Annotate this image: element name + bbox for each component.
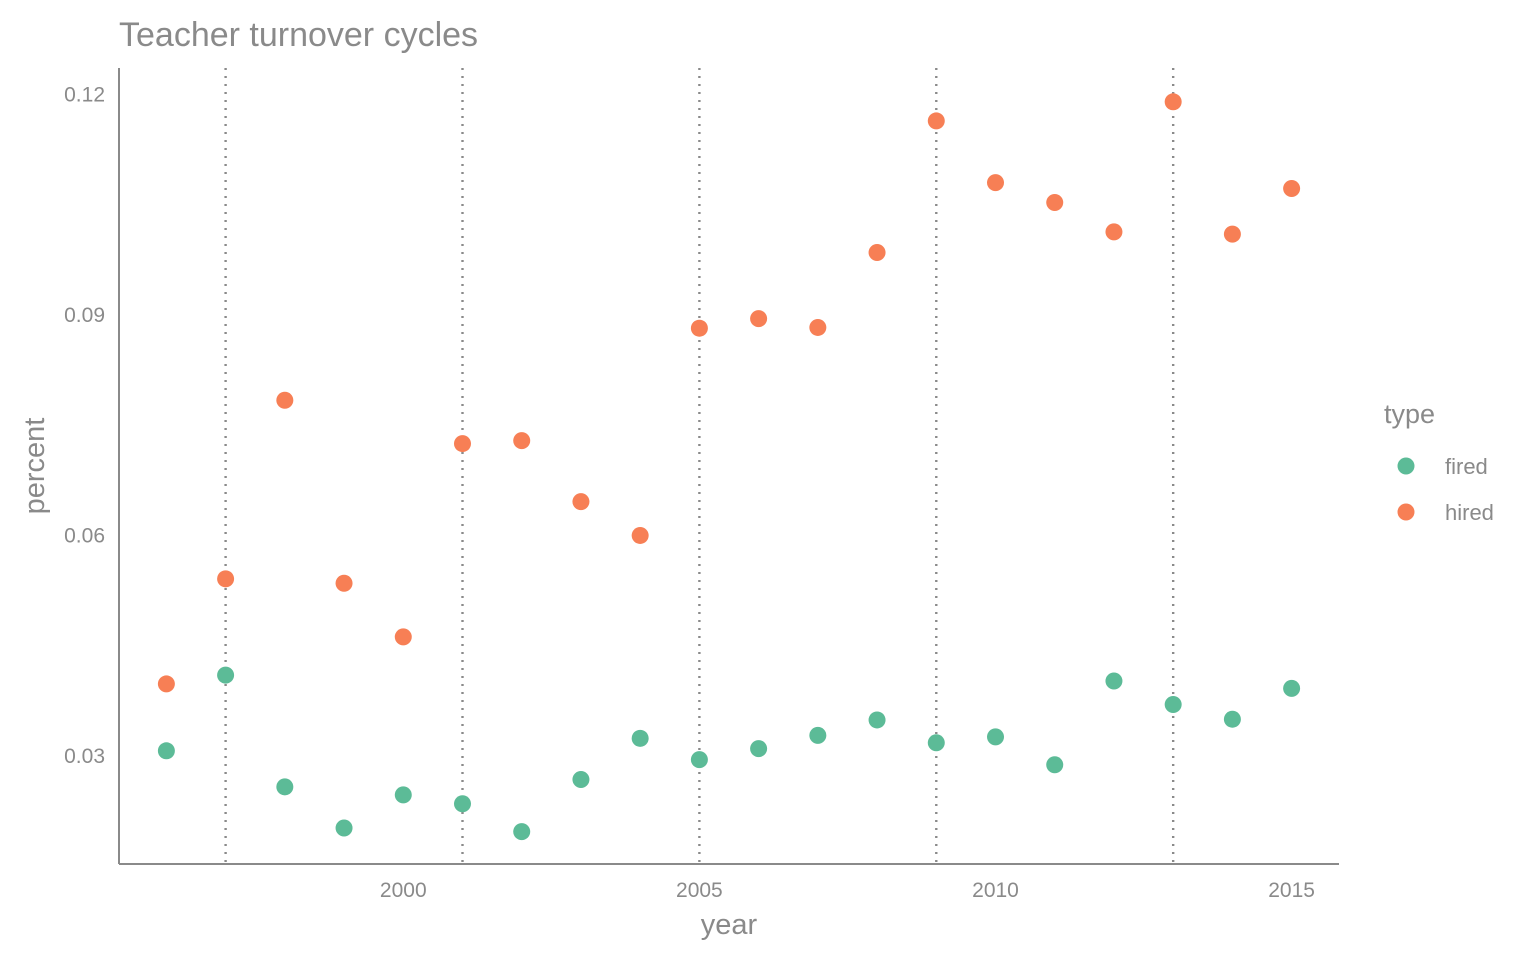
point-fired <box>1046 756 1064 774</box>
legend-title: type <box>1384 399 1435 429</box>
legend-key-fired <box>1397 457 1415 475</box>
point-hired <box>690 319 708 337</box>
point-fired <box>335 819 353 837</box>
point-fired <box>690 751 708 769</box>
point-hired <box>927 112 945 130</box>
point-fired <box>750 740 768 758</box>
point-fired <box>157 742 175 760</box>
point-fired <box>217 666 235 684</box>
point-fired <box>276 778 294 796</box>
point-hired <box>335 574 353 592</box>
legend-label-fired: fired <box>1445 454 1488 479</box>
point-fired <box>394 786 412 804</box>
point-fired <box>927 734 945 752</box>
point-hired <box>1105 223 1123 241</box>
y-tick-label: 0.12 <box>64 83 105 106</box>
point-fired <box>1283 679 1301 697</box>
legend-key-hired <box>1397 503 1415 521</box>
point-hired <box>1164 93 1182 111</box>
point-hired <box>868 243 886 261</box>
point-hired <box>276 391 294 409</box>
x-tick-label: 2000 <box>380 879 427 902</box>
point-fired <box>809 726 827 744</box>
point-fired <box>1223 710 1241 728</box>
legend: type fired hired <box>1384 399 1494 525</box>
point-fired <box>868 711 886 729</box>
axes: 2000 2005 2010 2015 0.03 0.06 0.09 0.12 <box>64 68 1339 902</box>
point-hired <box>572 493 590 511</box>
y-tick-label: 0.09 <box>64 304 105 327</box>
point-hired <box>1283 180 1301 198</box>
point-hired <box>217 570 235 588</box>
point-hired <box>750 310 768 328</box>
point-hired <box>513 432 531 450</box>
legend-label-hired: hired <box>1445 500 1494 525</box>
point-fired <box>631 729 649 747</box>
chart-title: Teacher turnover cycles <box>119 16 478 54</box>
x-tick-label: 2005 <box>676 879 723 902</box>
point-fired <box>1164 696 1182 714</box>
y-axis-title: percent <box>19 418 51 515</box>
point-fired <box>453 795 471 813</box>
point-fired <box>987 728 1005 746</box>
point-hired <box>453 435 471 453</box>
data-points <box>157 93 1301 841</box>
point-fired <box>1105 672 1123 690</box>
y-tick-label: 0.06 <box>64 524 105 547</box>
x-axis-title: year <box>701 909 758 941</box>
point-hired <box>809 318 827 336</box>
y-tick-label: 0.03 <box>64 745 105 768</box>
point-hired <box>157 675 175 693</box>
point-fired <box>513 823 531 841</box>
point-hired <box>394 628 412 646</box>
point-fired <box>572 770 590 788</box>
point-hired <box>1223 225 1241 243</box>
x-tick-label: 2015 <box>1268 879 1315 902</box>
x-tick-label: 2010 <box>972 879 1019 902</box>
reference-lines <box>224 68 1175 864</box>
point-hired <box>987 174 1005 192</box>
point-hired <box>1046 194 1064 212</box>
point-hired <box>631 526 649 544</box>
